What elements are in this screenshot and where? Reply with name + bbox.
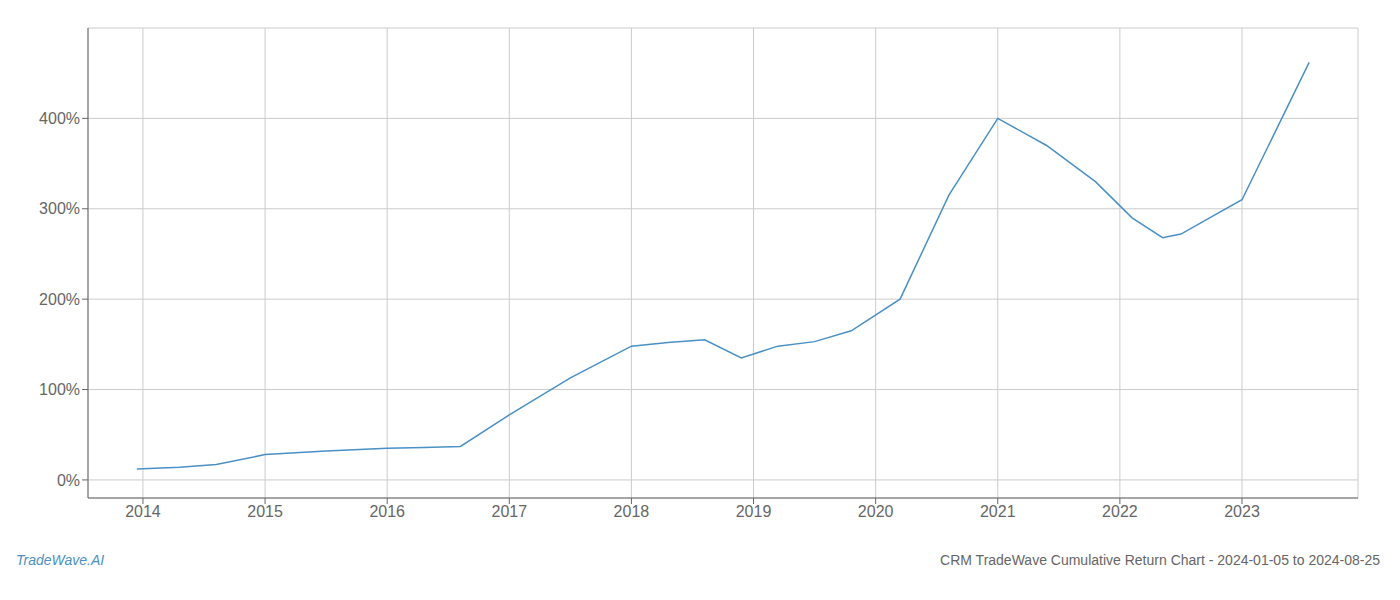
svg-text:2019: 2019 [736, 503, 772, 520]
svg-text:2023: 2023 [1224, 503, 1260, 520]
svg-text:2018: 2018 [614, 503, 650, 520]
svg-text:2014: 2014 [125, 503, 161, 520]
svg-text:2021: 2021 [980, 503, 1016, 520]
html-text:CRM TradeWave Cumulative Retur: CRM TradeWave Cumulative Return Chart - … [940, 552, 1380, 568]
svg-text:2015: 2015 [247, 503, 283, 520]
svg-text:100%: 100% [39, 381, 80, 398]
html-text:TradeWave.AI: TradeWave.AI [16, 552, 105, 568]
svg-text:2016: 2016 [369, 503, 405, 520]
svg-text:300%: 300% [39, 200, 80, 217]
svg-text:400%: 400% [39, 110, 80, 127]
svg-text:2020: 2020 [858, 503, 894, 520]
svg-text:200%: 200% [39, 291, 80, 308]
svg-text:2022: 2022 [1102, 503, 1138, 520]
svg-text:2017: 2017 [492, 503, 528, 520]
svg-text:0%: 0% [57, 472, 80, 489]
